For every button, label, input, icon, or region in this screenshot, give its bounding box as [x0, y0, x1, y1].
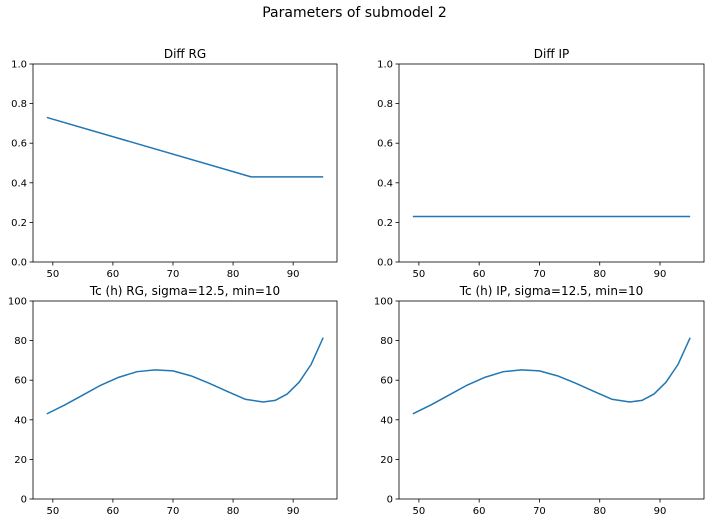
x-tick-label: 60	[107, 506, 120, 517]
series-line	[412, 337, 691, 415]
y-tick-label: 20	[380, 455, 393, 466]
y-tick-label: 40	[14, 415, 27, 426]
y-tick-label: 0.8	[377, 99, 393, 110]
x-tick-label: 90	[287, 269, 300, 280]
y-tick-label: 100	[8, 297, 27, 308]
y-tick-label: 100	[374, 297, 393, 308]
x-tick-label: 70	[533, 506, 546, 517]
axes-frame	[32, 63, 338, 263]
axes-frame	[398, 63, 705, 263]
x-tick-label: 70	[533, 269, 546, 280]
subplot-1: Diff RG 50 60 70 80 90 0.0 0.2 0.4 0.6 0.8 1.0	[11, 47, 338, 280]
series-line	[46, 337, 324, 415]
y-tick-label: 0.2	[11, 218, 27, 229]
y-tick-label: 0.6	[11, 139, 27, 150]
x-tick-label: 90	[654, 269, 667, 280]
x-tick-label: 90	[654, 506, 667, 517]
y-tick-label: 0	[21, 495, 27, 506]
x-tick-label: 50	[46, 506, 59, 517]
y-tick-label: 0.8	[11, 99, 27, 110]
x-tick-label: 90	[287, 506, 300, 517]
axes-frame	[32, 300, 338, 500]
subplot-title: Diff IP	[534, 47, 569, 61]
x-tick-label: 70	[167, 506, 180, 517]
y-tick-label: 0	[387, 495, 393, 506]
series-line	[46, 116, 324, 178]
x-tick-label: 50	[46, 269, 59, 280]
subplot-title: Diff RG	[164, 47, 206, 61]
subplot-3: Tc (h) RG, sigma=12.5, min=10 50 60 70 80 90 0…	[8, 284, 338, 517]
x-tick-label: 80	[593, 269, 606, 280]
x-tick-label: 80	[593, 506, 606, 517]
y-tick-label: 1.0	[377, 60, 393, 71]
y-tick-label: 60	[380, 376, 393, 387]
y-tick-label: 0.6	[377, 139, 393, 150]
subplot-title: Tc (h) RG, sigma=12.5, min=10	[89, 284, 280, 298]
x-tick-label: 50	[413, 269, 426, 280]
y-tick-label: 80	[14, 336, 27, 347]
y-tick-label: 20	[14, 455, 27, 466]
y-tick-label: 40	[380, 415, 393, 426]
figure-title: Parameters of submodel 2	[262, 5, 447, 21]
axes-frame	[398, 300, 705, 500]
x-tick-label: 80	[227, 506, 240, 517]
subplot-title: Tc (h) IP, sigma=12.5, min=10	[459, 284, 644, 298]
x-tick-label: 60	[473, 506, 486, 517]
subplot-2: Diff IP 50 60 70 80 90 0.0 0.2 0.4 0.6 0.8 1.0	[377, 47, 705, 280]
x-tick-label: 70	[167, 269, 180, 280]
y-tick-label: 80	[380, 336, 393, 347]
subplot-4: Tc (h) IP, sigma=12.5, min=10 50 60 70 80 90 0…	[374, 284, 705, 517]
x-tick-label: 50	[413, 506, 426, 517]
x-tick-label: 60	[107, 269, 120, 280]
y-tick-label: 0.2	[377, 218, 393, 229]
x-tick-label: 60	[473, 269, 486, 280]
y-tick-label: 0.0	[377, 258, 393, 269]
y-tick-label: 0.4	[11, 178, 27, 189]
y-tick-label: 0.0	[11, 258, 27, 269]
y-tick-label: 1.0	[11, 60, 27, 71]
y-tick-label: 60	[14, 376, 27, 387]
y-tick-label: 0.4	[377, 178, 393, 189]
x-tick-label: 80	[227, 269, 240, 280]
